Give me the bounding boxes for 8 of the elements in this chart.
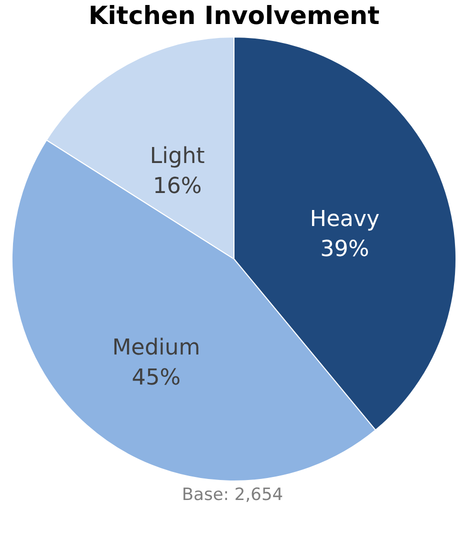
data-label: 45% [132, 365, 181, 390]
chart-title: Kitchen Involvement [88, 1, 380, 30]
data-label: 39% [320, 237, 370, 262]
data-label: 16% [152, 174, 202, 199]
slice-label: Medium [112, 335, 200, 360]
slice-label: Heavy [310, 207, 380, 232]
text: Base: 2,654 [180, 485, 284, 505]
slice-label: Light [150, 144, 206, 169]
